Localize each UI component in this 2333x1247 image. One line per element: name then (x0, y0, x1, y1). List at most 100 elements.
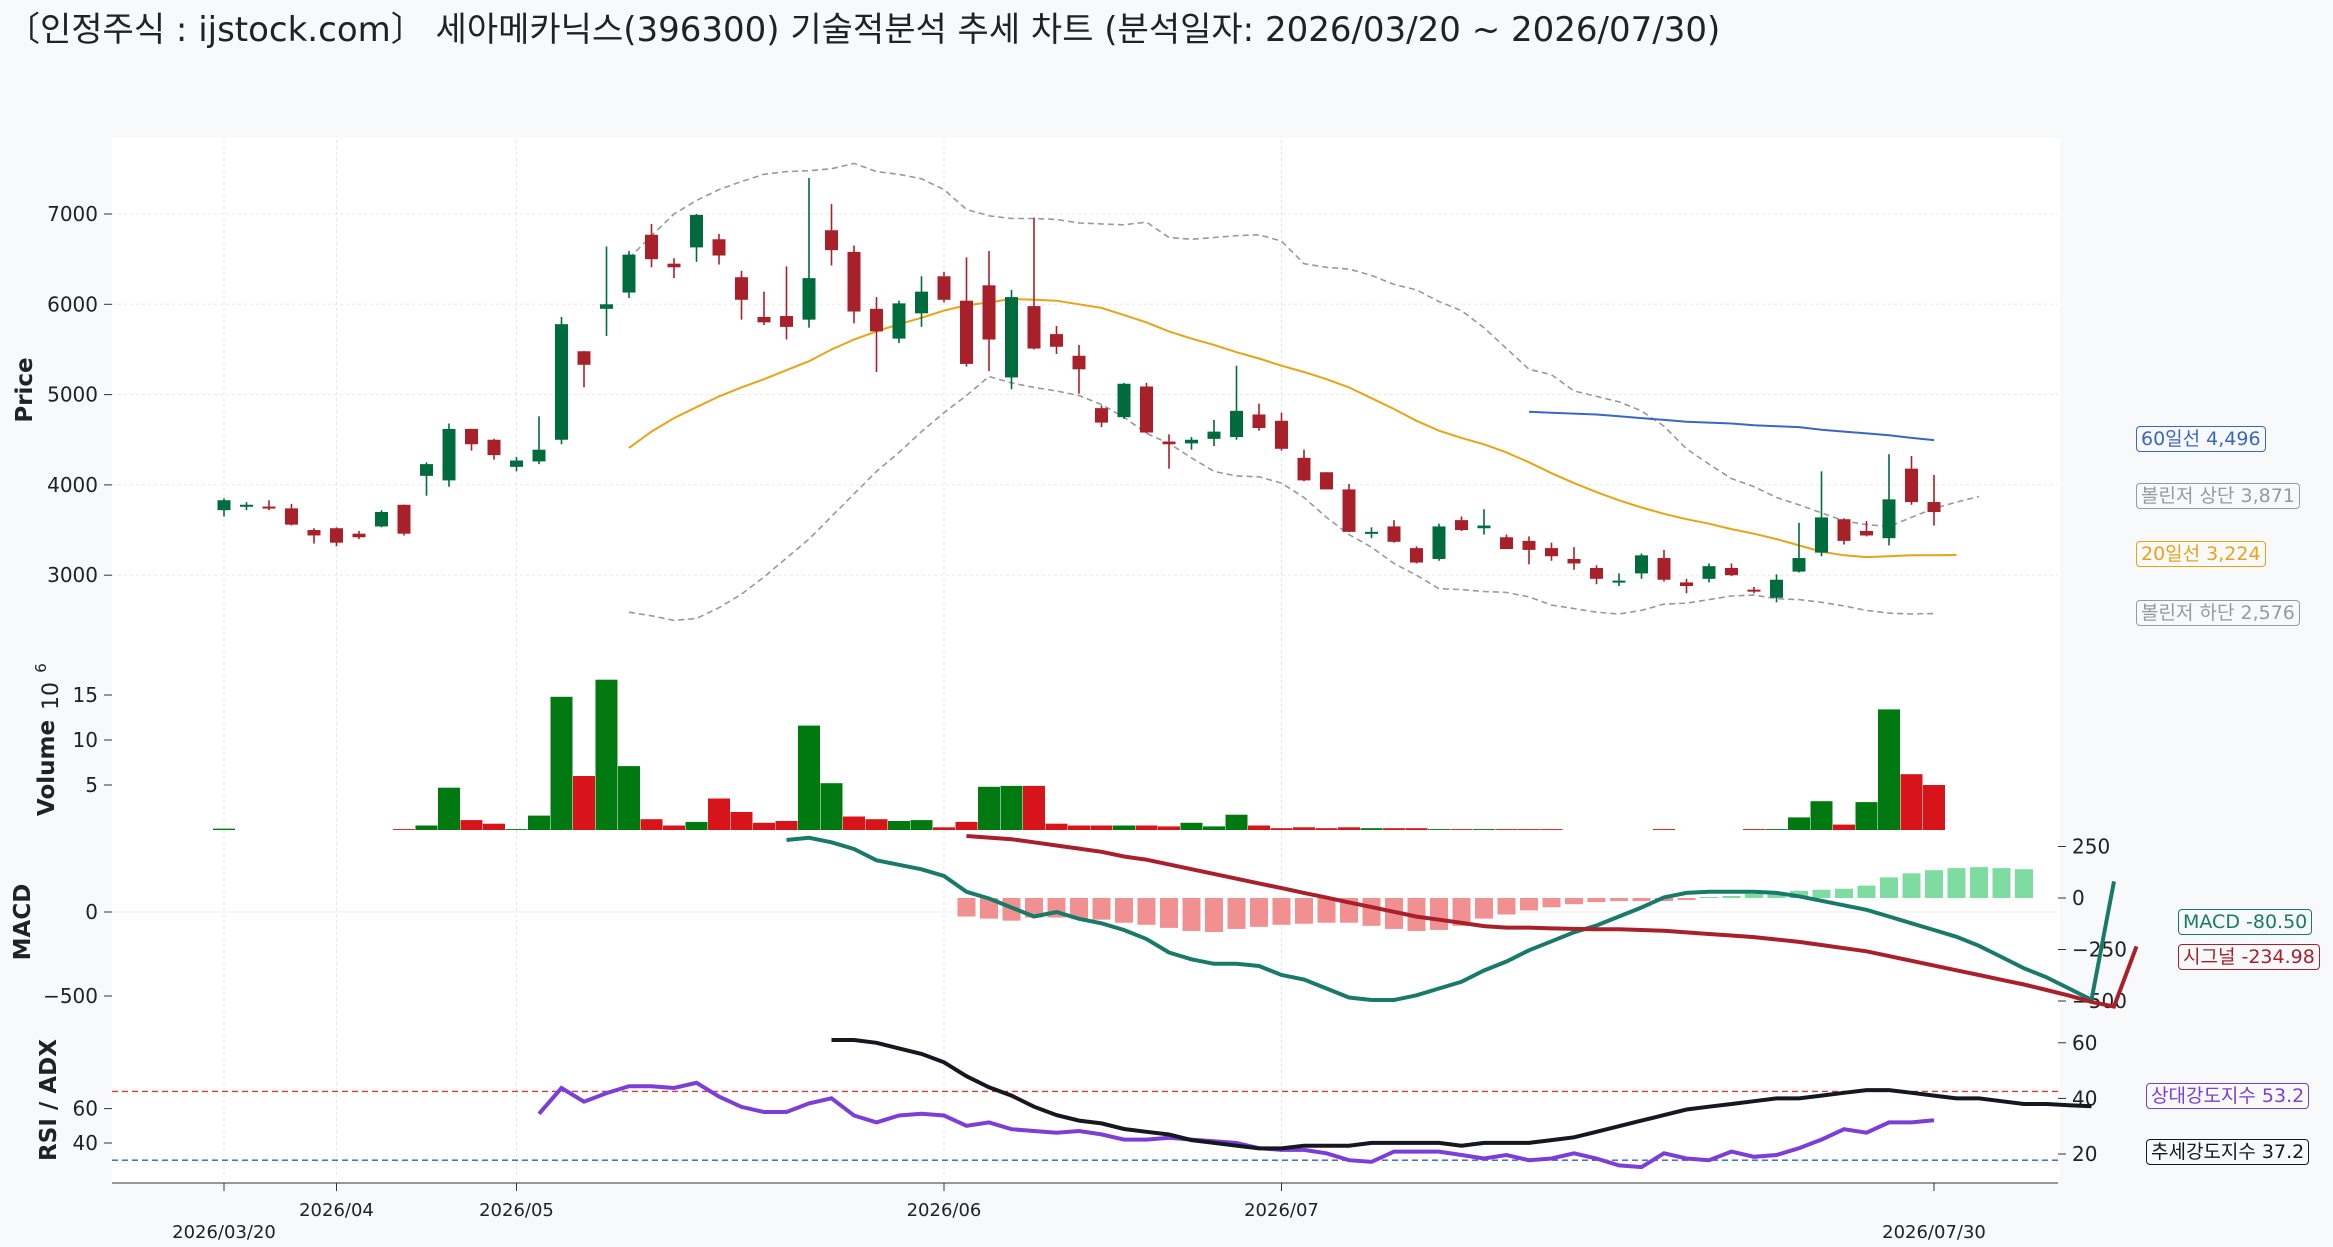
candle-body (1252, 414, 1266, 429)
macd-histogram-bar (1362, 898, 1381, 926)
volume-bar (1090, 825, 1113, 830)
rsi-value-tag: 상대강도지수 53.2 (2146, 1083, 2310, 1109)
rsi-right-tick-label: 60 (2072, 1031, 2097, 1055)
candle-body (1275, 420, 1288, 449)
candle-body (870, 308, 883, 332)
volume-bar (393, 829, 415, 830)
volume-bar (1878, 709, 1900, 830)
candle-body (240, 504, 253, 507)
candle-body (262, 506, 276, 509)
macd-histogram-bar (1407, 898, 1426, 931)
macd-value-tag: MACD -80.50 (2178, 909, 2313, 935)
rsi-left-tick-label: 40 (73, 1131, 98, 1155)
volume-bar (483, 823, 505, 830)
volume-bar (1495, 829, 1518, 830)
macd-histogram-bar (1182, 898, 1201, 931)
candle-body (1770, 579, 1783, 598)
price-tick-label: 5000 (47, 383, 98, 407)
candle-body (847, 251, 861, 312)
macd-histogram-bar (1160, 898, 1178, 928)
macd-histogram-bar (980, 898, 998, 919)
macd-histogram-bar (1722, 895, 1741, 898)
candle-body (1837, 519, 1851, 541)
bollinger-upper-line (628, 162, 1980, 528)
volume-bar (618, 766, 640, 830)
candle-body (1860, 530, 1873, 536)
candle-body (1005, 297, 1018, 378)
macd-left-tick-label: −500 (43, 984, 98, 1008)
macd-histogram-bar (1227, 898, 1246, 929)
price-value-tag: 60일선 4,496 (2136, 426, 2266, 452)
macd-histogram-bar (1857, 885, 1876, 898)
volume-bar (595, 679, 618, 830)
candle-body (330, 528, 343, 543)
volume-bar (460, 820, 483, 830)
macd-histogram-bar (1992, 868, 2011, 898)
volume-bar (1540, 829, 1563, 830)
plot-background (112, 138, 2060, 1183)
candle-body (1702, 566, 1716, 579)
volume-bar (1653, 829, 1675, 830)
candle-body (577, 351, 591, 365)
candle-body (667, 263, 681, 268)
volume-exponent: 10 (39, 682, 64, 710)
volume-bar (1023, 785, 1045, 830)
x-end-label: 2026/07/30 (1882, 1222, 1986, 1243)
volume-bar (573, 776, 595, 830)
macd-histogram-bar (1250, 898, 1268, 927)
macd-histogram-bar (1092, 898, 1111, 920)
volume-bar (1383, 828, 1405, 830)
volume-bar (1923, 785, 1945, 830)
candle-body (465, 428, 478, 445)
candle-body (1545, 548, 1558, 557)
macd-histogram-bar (1452, 898, 1471, 926)
volume-bar (775, 821, 798, 830)
candle-body (1455, 520, 1468, 531)
candle-body (510, 460, 523, 467)
macd-right-tick-label: 0 (2072, 886, 2085, 910)
candle-body (420, 464, 433, 476)
macd-histogram-bar (1520, 898, 1538, 911)
macd-histogram-bar (1925, 870, 1943, 898)
candle-body (1747, 589, 1761, 592)
volume-bar (1158, 826, 1180, 830)
volume-bar (1360, 828, 1383, 830)
candle-body (442, 428, 456, 481)
volume-bar (730, 812, 753, 830)
macd-histogram-bar (1070, 898, 1088, 919)
candle-body (622, 254, 636, 293)
volume-bar (933, 827, 955, 830)
candle-body (555, 324, 568, 440)
volume-bar (1788, 817, 1810, 830)
volume-bar (798, 725, 820, 830)
volume-bar (1225, 814, 1248, 830)
macd-histogram-bar (1587, 898, 1606, 903)
volume-bar (415, 825, 438, 830)
volume-bar (1068, 825, 1090, 830)
volume-bar (1113, 825, 1135, 830)
candle-body (825, 230, 838, 251)
candle-body (352, 533, 366, 538)
candle-body (1140, 386, 1153, 433)
candle-body (1027, 306, 1041, 349)
candle-body (1185, 439, 1198, 444)
candle-body (690, 214, 703, 248)
x-tick-label: 2026/05 (479, 1200, 554, 1221)
adx-line (831, 1038, 2092, 1151)
candle-body (487, 439, 501, 456)
volume-tick-label: 10 (73, 728, 98, 752)
candle-body (982, 285, 996, 340)
candle-body (802, 278, 816, 320)
candle-body (1432, 526, 1446, 559)
candle-body (1905, 468, 1918, 503)
candle-body (757, 316, 771, 323)
price-axis-label: Price (12, 357, 38, 422)
candle-body (1050, 334, 1063, 347)
candle-body (1927, 502, 1941, 512)
candle-body (915, 291, 928, 314)
candle-body (1230, 410, 1243, 438)
volume-bar (753, 822, 775, 830)
volume-bar (1315, 828, 1338, 830)
rsi-left-tick-label: 60 (73, 1097, 98, 1121)
macd-right-tick-label: 250 (2072, 835, 2110, 859)
